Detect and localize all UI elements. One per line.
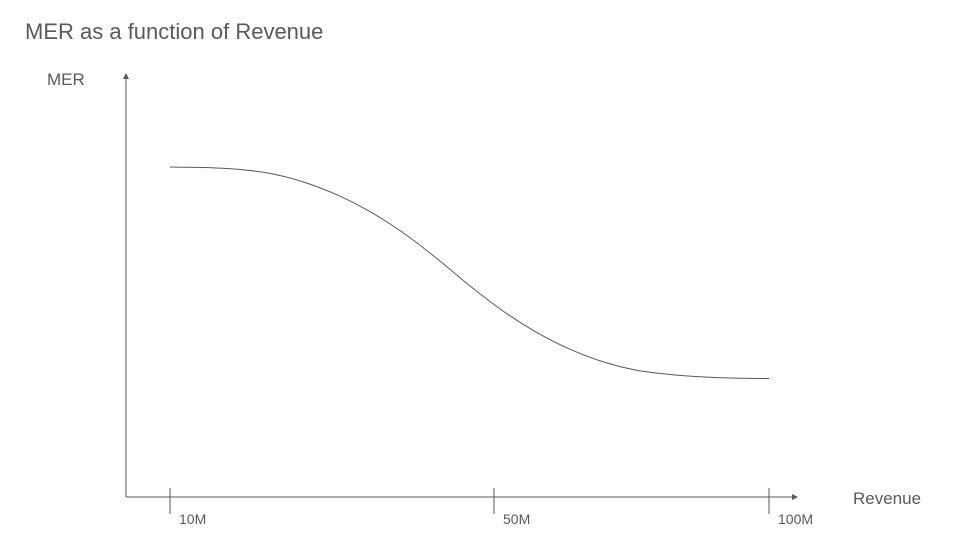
x-axis-label: Revenue <box>853 489 921 508</box>
chart-title: MER as a function of Revenue <box>25 19 324 44</box>
series-line <box>169 166 770 380</box>
x-tick-label: 100M <box>778 511 813 527</box>
x-tick-label: 50M <box>503 511 530 527</box>
y-axis-label: MER <box>47 70 85 89</box>
x-tick-label: 10M <box>179 511 206 527</box>
x-axis-ticks: 10M 50M 100M <box>169 488 813 527</box>
